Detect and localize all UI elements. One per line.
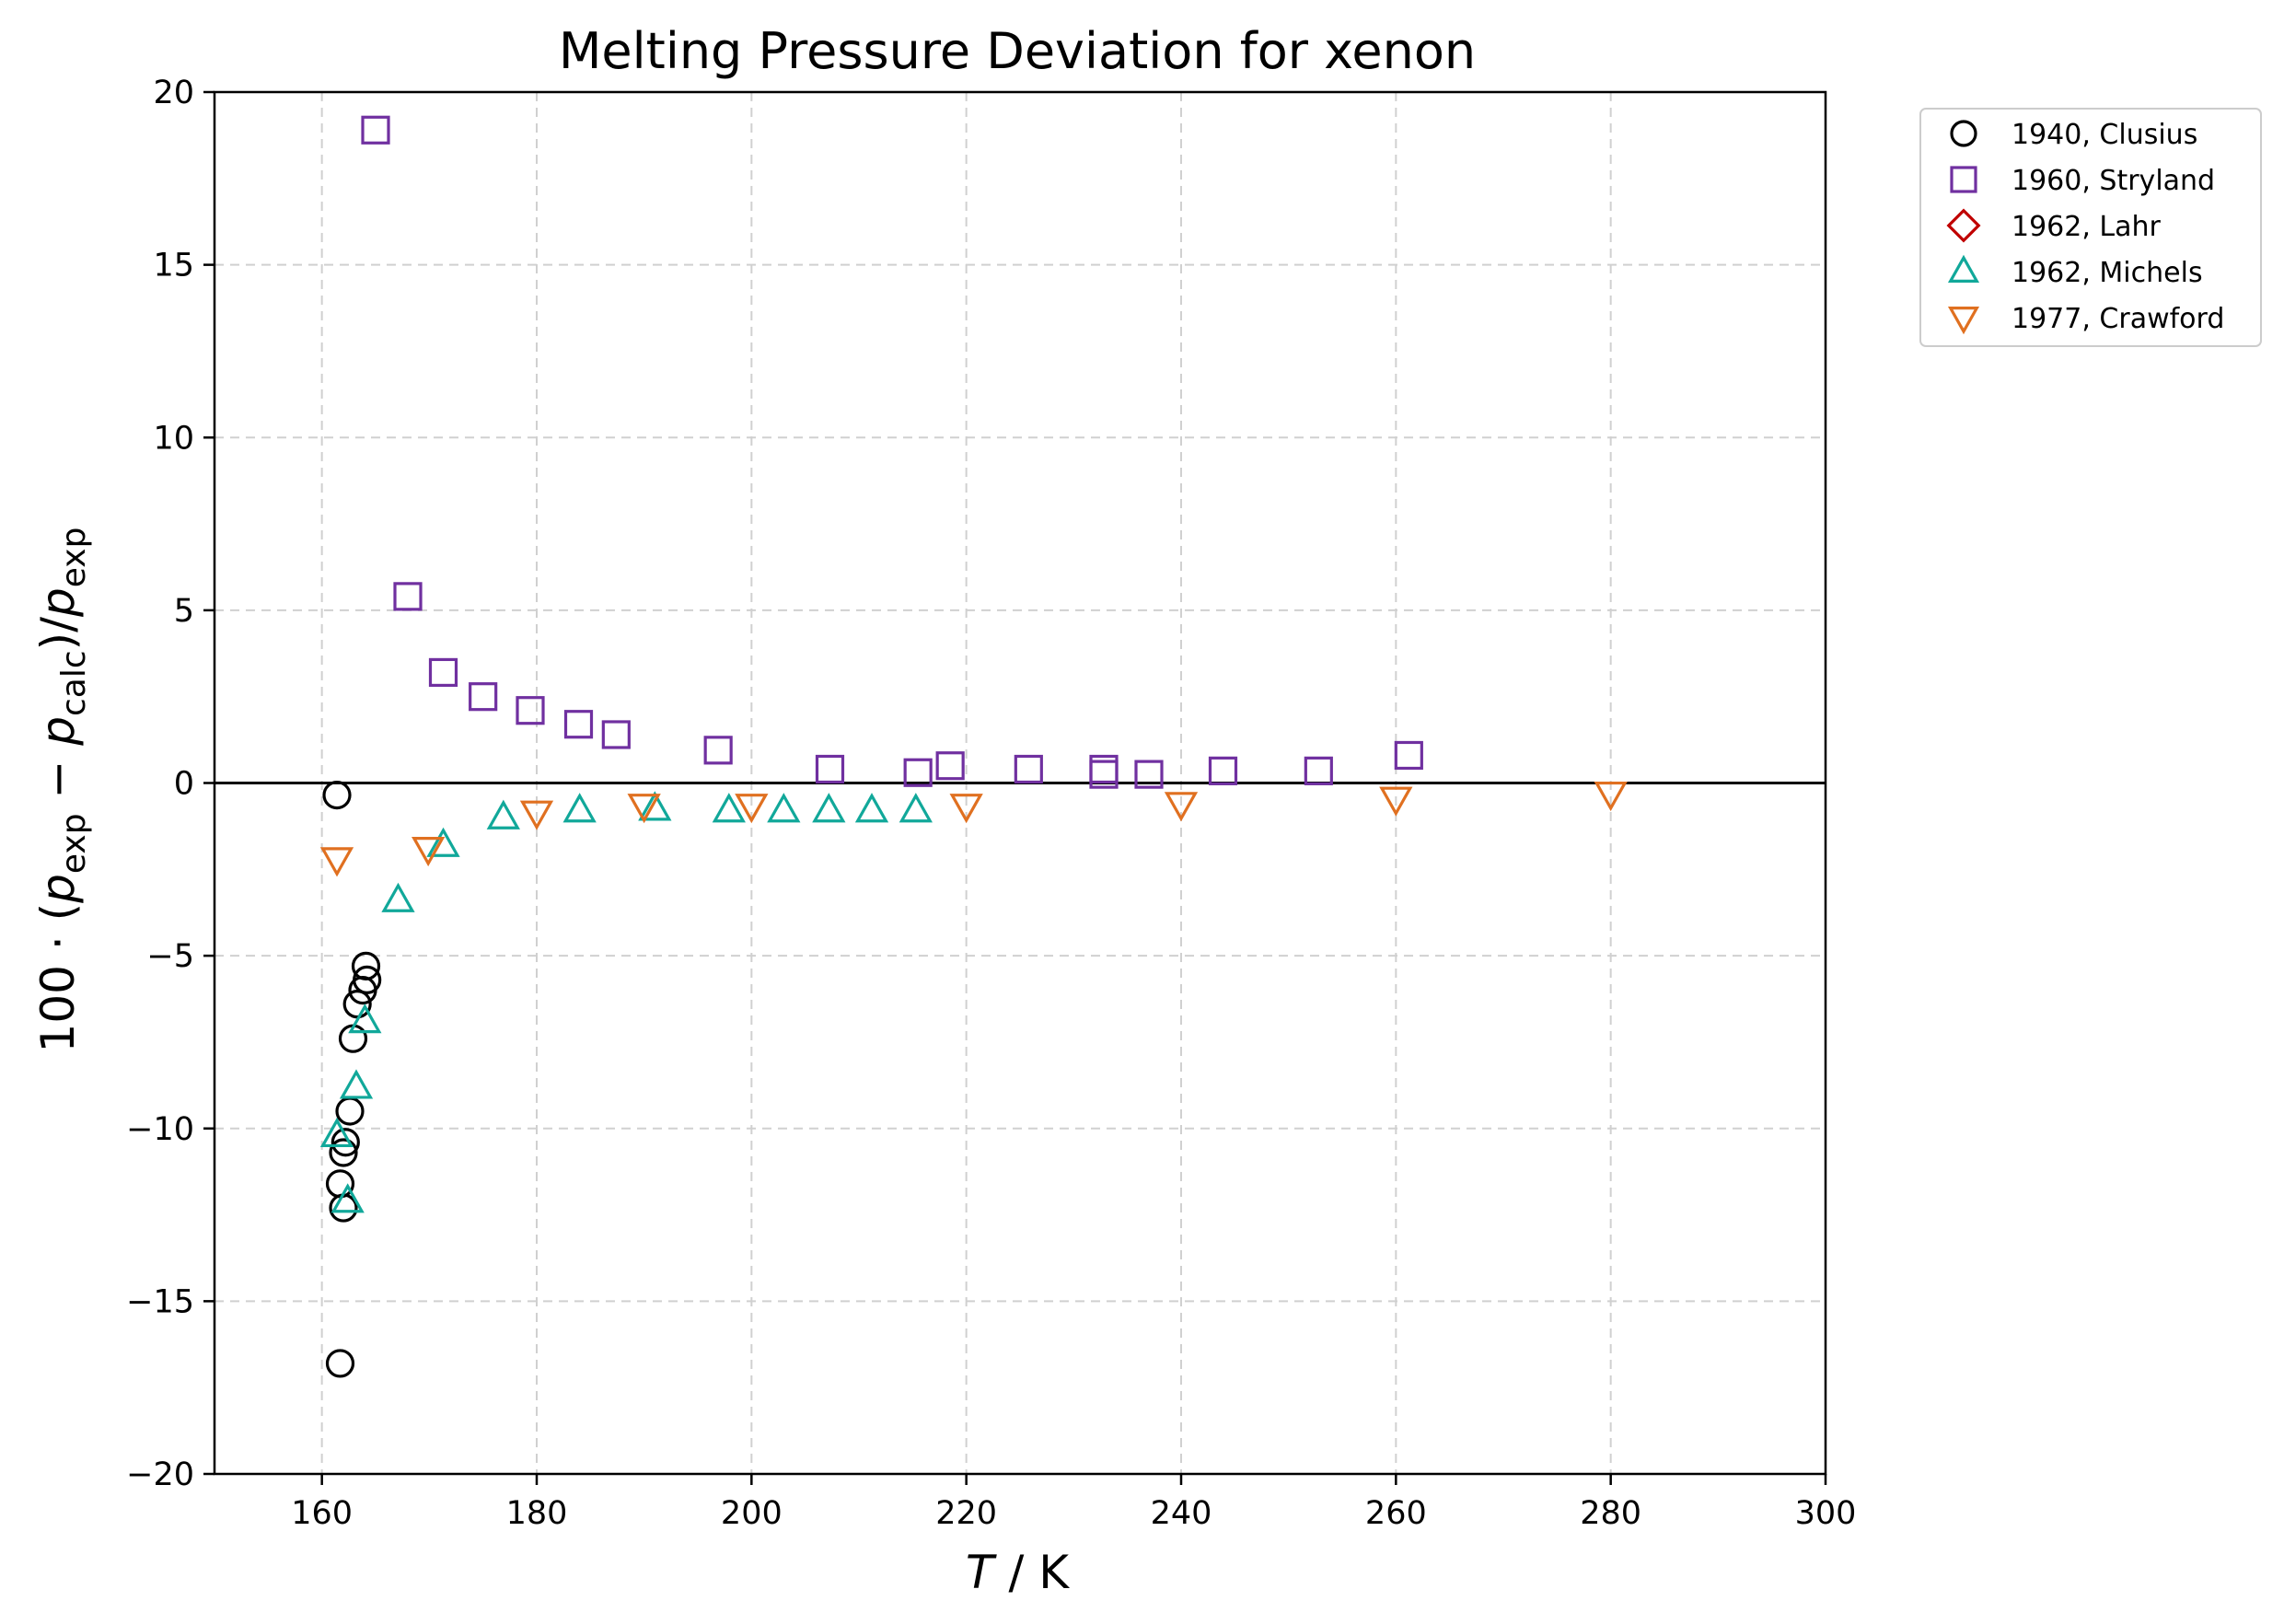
data-point — [1304, 756, 1333, 785]
x-axis-label: T / K — [966, 1546, 1070, 1599]
data-point — [486, 799, 520, 829]
y-tick-label: 10 — [153, 420, 194, 457]
legend-label: 1962, Lahr — [2012, 211, 2162, 243]
y-tick-label: 15 — [153, 248, 194, 284]
legend-entry: 1962, Lahr — [1946, 208, 2162, 243]
legend-entry: 1977, Crawford — [1947, 303, 2224, 335]
x-tick-label: 160 — [291, 1495, 353, 1532]
data-point — [325, 1349, 355, 1378]
data-point — [519, 800, 554, 830]
legend-label: 1962, Michels — [2012, 257, 2203, 289]
data-point — [322, 781, 352, 810]
data-point — [735, 794, 769, 824]
legend-marker — [1950, 166, 1977, 193]
data-point — [627, 794, 661, 824]
y-tick-label: −10 — [126, 1111, 194, 1148]
data-point — [335, 1096, 365, 1126]
x-tick-label: 200 — [721, 1495, 783, 1532]
series-triangle-down — [319, 781, 1628, 877]
y-tick-label: −15 — [126, 1283, 194, 1320]
data-point — [601, 720, 631, 749]
data-point — [812, 793, 846, 823]
data-point — [1014, 754, 1043, 784]
data-point — [1089, 760, 1119, 789]
y-tick-label: 0 — [174, 766, 194, 803]
y-tick-label: −5 — [146, 938, 194, 975]
data-point — [1134, 760, 1164, 789]
data-point — [361, 115, 390, 145]
data-point — [949, 794, 983, 824]
data-point — [1208, 756, 1238, 785]
data-point — [563, 710, 594, 739]
data-point — [330, 1183, 365, 1213]
legend-entry: 1960, Stryland — [1950, 165, 2215, 197]
data-point — [319, 847, 354, 877]
data-point — [712, 793, 746, 823]
data-point — [899, 793, 933, 823]
x-tick-label: 240 — [1151, 1495, 1212, 1532]
data-point — [703, 736, 733, 765]
x-tick-label: 300 — [1795, 1495, 1857, 1532]
chart-title: Melting Pressure Deviation for xenon — [559, 22, 1476, 80]
legend-frame — [1919, 108, 2262, 347]
data-point — [562, 793, 597, 823]
data-point — [903, 758, 933, 787]
data-point — [348, 976, 377, 1005]
data-markers — [319, 115, 1628, 1378]
data-point — [638, 791, 672, 821]
legend-marker — [1947, 307, 1980, 335]
legend-label: 1960, Stryland — [2012, 165, 2215, 197]
data-point — [381, 882, 415, 912]
legend-label: 1940, Clusius — [2012, 119, 2197, 151]
data-point — [1594, 781, 1628, 812]
legend: 1940, Clusius 1960, Stryland 1962, Lahr 196… — [1919, 108, 2262, 347]
y-axis-label: 100 · (pexp​ − pcalc​)/pexp​ — [31, 528, 93, 1053]
data-point — [393, 582, 423, 611]
legend-label: 1977, Crawford — [2012, 303, 2224, 335]
data-point — [348, 1003, 382, 1034]
x-tick-label: 180 — [506, 1495, 568, 1532]
y-tick-label: 5 — [174, 593, 194, 630]
legend-marker — [1946, 208, 1981, 243]
data-point — [935, 751, 965, 781]
legend-marker — [1947, 254, 1980, 283]
data-point — [426, 827, 460, 857]
x-tick-label: 260 — [1365, 1495, 1427, 1532]
data-point — [319, 1117, 354, 1148]
data-point — [469, 682, 498, 712]
data-point — [854, 793, 889, 823]
data-point — [815, 754, 845, 784]
data-point — [325, 1169, 355, 1199]
data-point — [428, 657, 458, 688]
data-point — [330, 1128, 360, 1157]
legend-marker — [1950, 120, 1977, 147]
data-point — [412, 836, 446, 867]
data-point — [1394, 740, 1423, 771]
data-point — [339, 1069, 374, 1099]
series-square — [361, 115, 1423, 789]
series-triangle-up — [319, 791, 933, 1213]
axis-ticks: 160 180 200 220 240 260 280 300 −20 −15 −10 −5 0 5 10 1… — [126, 75, 1856, 1532]
data-point — [1164, 792, 1199, 822]
y-tick-label: −20 — [126, 1456, 194, 1493]
data-point — [1379, 786, 1413, 817]
legend-entry: 1940, Clusius — [1950, 119, 2197, 151]
x-tick-label: 220 — [935, 1495, 997, 1532]
data-point — [767, 793, 801, 823]
legend-entry: 1962, Michels — [1947, 254, 2203, 289]
data-point — [329, 1138, 358, 1167]
y-tick-label: 20 — [153, 75, 194, 111]
x-tick-label: 280 — [1580, 1495, 1641, 1532]
data-point — [516, 696, 545, 725]
